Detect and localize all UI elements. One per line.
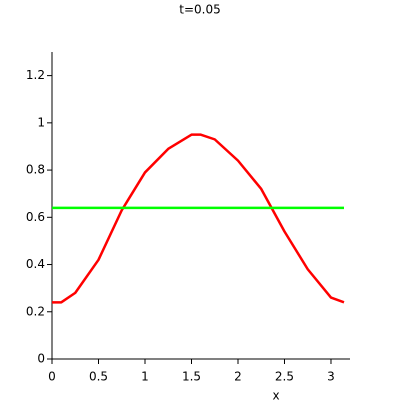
- x-tick-label: 2: [234, 370, 242, 384]
- y-tick-label: 0: [37, 352, 45, 366]
- y-tick-label: 1: [37, 115, 45, 129]
- x-tick-label: 2.5: [275, 370, 294, 384]
- x-axis-label: x: [272, 389, 279, 400]
- x-tick-label: 0: [48, 370, 56, 384]
- y-tick-label: 1.2: [26, 68, 45, 82]
- chart-title: t=0.05: [179, 3, 220, 17]
- y-tick-label: 0.4: [26, 257, 45, 271]
- x-tick-label: 0.5: [89, 370, 108, 384]
- y-tick-label: 0.6: [26, 210, 45, 224]
- y-tick-label: 0.2: [26, 304, 45, 318]
- y-tick-label: 0.8: [26, 163, 45, 177]
- series-line: [52, 133, 345, 304]
- x-tick-label: 1.5: [182, 370, 201, 384]
- x-tick-label: 1: [141, 370, 149, 384]
- x-tick-label: 3: [327, 370, 335, 384]
